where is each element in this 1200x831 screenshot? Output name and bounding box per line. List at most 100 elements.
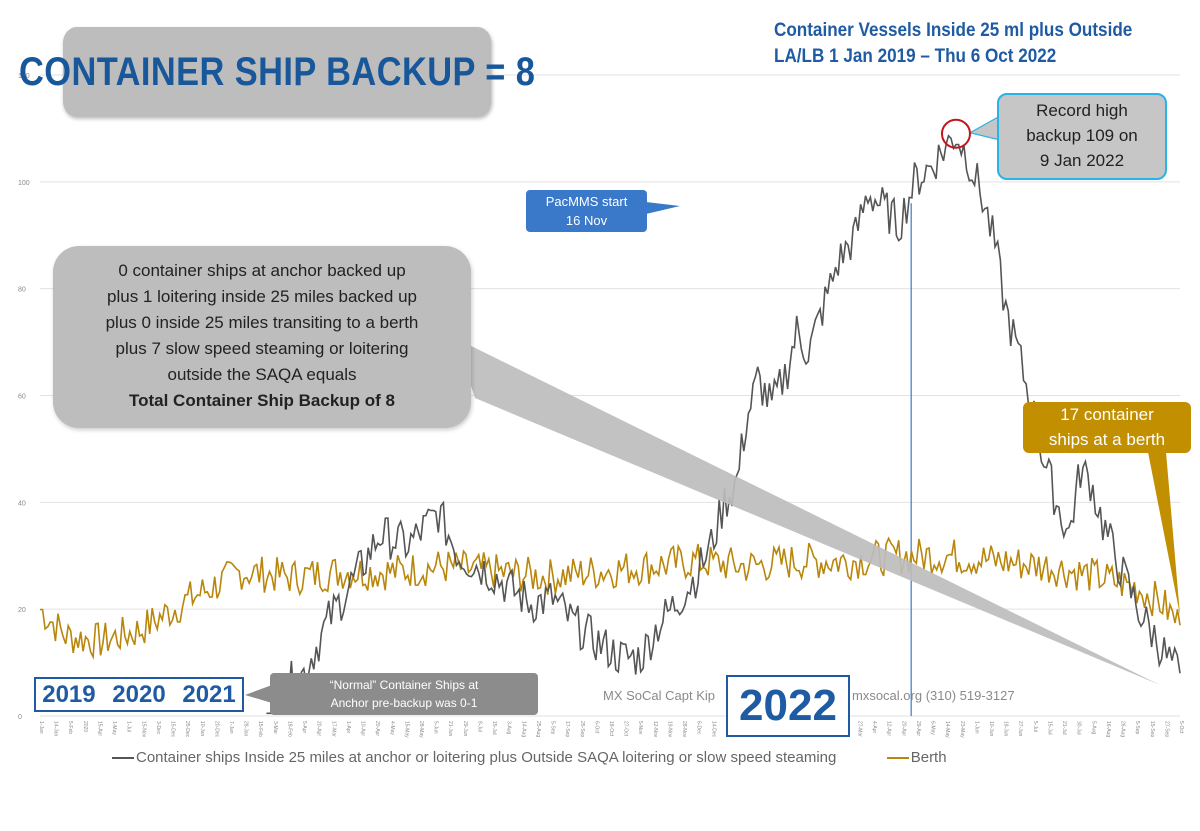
berth-callout-line: 17 container (1060, 405, 1154, 424)
x-tick-label: 3-Aug (506, 721, 512, 735)
year-label: 2019 (42, 681, 96, 708)
x-tick-label: 1-Jan (38, 721, 44, 734)
record-pointer (968, 114, 1001, 141)
x-tick-label: 5-Nov (637, 721, 643, 735)
summary-line: plus 7 slow speed steaming or loitering (115, 339, 409, 358)
x-tick-label: 6-Oct (593, 721, 599, 734)
x-tick-label: 3-Dec (155, 721, 161, 735)
x-tick-label: 26-Aug (1120, 721, 1126, 737)
berth-callout-line: ships at a berth (1048, 430, 1166, 449)
subtitle-line: Container Vessels Inside 25 ml plus Outs… (774, 20, 1133, 41)
x-tick-label: 5-Oct (1178, 721, 1184, 734)
x-tick-label: 14-Dec (710, 721, 716, 738)
x-tick-label: 20-Apr (374, 721, 380, 736)
x-tick-label: 28-Jan (243, 721, 249, 737)
summary-pointer (455, 338, 1160, 685)
x-tick-label: 15-Sep (1149, 721, 1155, 737)
y-tick-label: 40 (18, 500, 26, 507)
x-tick-label: 12-Nov (652, 721, 658, 738)
x-tick-label: 15-May (403, 721, 409, 738)
credit-text: MX SoCal Capt Kip (603, 688, 715, 703)
x-tick-label: 27-Oct (623, 721, 629, 737)
x-tick-label: 15-Apr (96, 721, 102, 736)
year-label: 2021 (182, 681, 236, 708)
summary-line: plus 0 inside 25 miles transiting to a b… (105, 313, 419, 332)
normal-line: Anchor pre-backup was 0-1 (330, 696, 478, 710)
x-tick-label: 7-Jan (228, 721, 234, 734)
x-tick-label: 15-Jul (1046, 721, 1052, 735)
year-2022-label: 2022 (726, 675, 850, 737)
x-tick-label: 18-Feb (286, 721, 292, 737)
x-tick-label: 15-Nov (140, 721, 146, 738)
normal-anchor-callout: “Normal” Container Ships at Anchor pre-b… (270, 673, 538, 715)
credit-contact: mxsocal.org (310) 519-3127 (852, 688, 1015, 703)
x-tick-label: 18-Jun (1003, 721, 1009, 737)
x-tick-label: 2020 (82, 721, 88, 732)
x-tick-label: 4-May (389, 721, 395, 735)
x-tick-label: 12-Apr (886, 721, 892, 736)
x-tick-label: 20-Dec (213, 721, 219, 738)
x-axis-ticks: 1-Jan 14-Jan 5-Feb 2020 15-Apr 1-May 1-Jul 15-N… (38, 721, 1184, 738)
x-tick-label: 8-Jul (476, 721, 482, 732)
x-tick-label: 6-May (930, 721, 936, 735)
x-tick-label: 25-Aug (535, 721, 541, 737)
legend-swatch-berth (886, 757, 909, 760)
legend-label-berth: Berth (910, 749, 947, 766)
summary-line: 0 container ships at anchor backed up (118, 261, 406, 280)
y-tick-label: 120 (18, 73, 30, 80)
x-tick-label: 4-Apr (871, 721, 877, 734)
legend-swatch-backup (112, 757, 134, 760)
headline-banner: CONTAINER SHIP BACKUP = 8 (19, 27, 535, 117)
x-tick-label: 5-Jul (1032, 721, 1038, 732)
x-tick-label: 1-May (111, 721, 117, 735)
x-tick-label: 1-Apr (345, 721, 351, 734)
x-tick-label: 23-May (959, 721, 965, 738)
x-tick-label: 19-Nov (666, 721, 672, 738)
x-tick-label: 10-Jan (199, 721, 205, 737)
y-tick-label: 60 (18, 394, 26, 401)
y-tick-label: 0 (18, 714, 22, 721)
berth-pointer (1148, 452, 1180, 615)
x-tick-label: 20-Apr (900, 721, 906, 736)
x-tick-label: 15-Jul (491, 721, 497, 735)
record-high-callout: Record high backup 109 on 9 Jan 2022 (997, 93, 1167, 180)
x-tick-label: 21-Jun (447, 721, 453, 737)
summary-total: Total Container Ship Backup of 8 (128, 391, 396, 410)
x-tick-label: 3-Mar (272, 721, 278, 734)
chart-subtitle: Container Vessels Inside 25 ml plus Outs… (774, 18, 1143, 70)
x-tick-label: 15-Dec (170, 721, 176, 738)
y-tick-label: 80 (18, 287, 26, 294)
x-tick-label: 10-Jun (988, 721, 994, 737)
x-tick-label: 5-Sep (1134, 721, 1140, 735)
x-tick-label: 15-Feb (257, 721, 263, 737)
x-tick-label: 17-Sep (564, 721, 570, 737)
x-tick-label: 1-Jun (973, 721, 979, 734)
pacmms-line: 16 Nov (565, 213, 608, 228)
x-tick-label: 30-Jul (1076, 721, 1082, 735)
record-line: backup 109 on (1026, 126, 1138, 145)
x-tick-label: 29-Jun (462, 721, 468, 737)
x-tick-label: 5-Feb (67, 721, 73, 734)
x-tick-label: 17-Mar (330, 721, 336, 737)
x-tick-label: 5-Aug (1090, 721, 1096, 735)
pacmms-pointer (646, 202, 680, 214)
x-tick-label: 5-Apr (301, 721, 307, 734)
y-tick-label: 20 (18, 607, 26, 614)
berth-callout: 17 container ships at a berth (1023, 402, 1191, 453)
x-tick-label: 14-Aug (520, 721, 526, 737)
x-tick-label: 27-Sep (1163, 721, 1169, 737)
x-tick-label: 29-Apr (915, 721, 921, 736)
backup-summary-callout: 0 container ships at anchor backed up pl… (53, 246, 471, 428)
y-axis-ticks: 0 20 40 60 80 100 120 (18, 73, 30, 721)
x-tick-label: 16-Aug (1105, 721, 1111, 737)
x-tick-label: 25-Dec (184, 721, 190, 738)
y-tick-label: 100 (18, 180, 30, 187)
year-label: 2020 (112, 681, 166, 708)
summary-line: plus 1 loitering inside 25 miles backed … (107, 287, 417, 306)
normal-line: “Normal” Container Ships at (329, 678, 479, 692)
chart-legend: Container ships Inside 25 miles at ancho… (112, 749, 947, 766)
x-tick-label: 5-Jun (433, 721, 439, 734)
pacmms-callout: PacMMS start 16 Nov (526, 190, 647, 232)
x-tick-label: 10-Apr (360, 721, 366, 736)
record-high-circle (940, 118, 971, 149)
